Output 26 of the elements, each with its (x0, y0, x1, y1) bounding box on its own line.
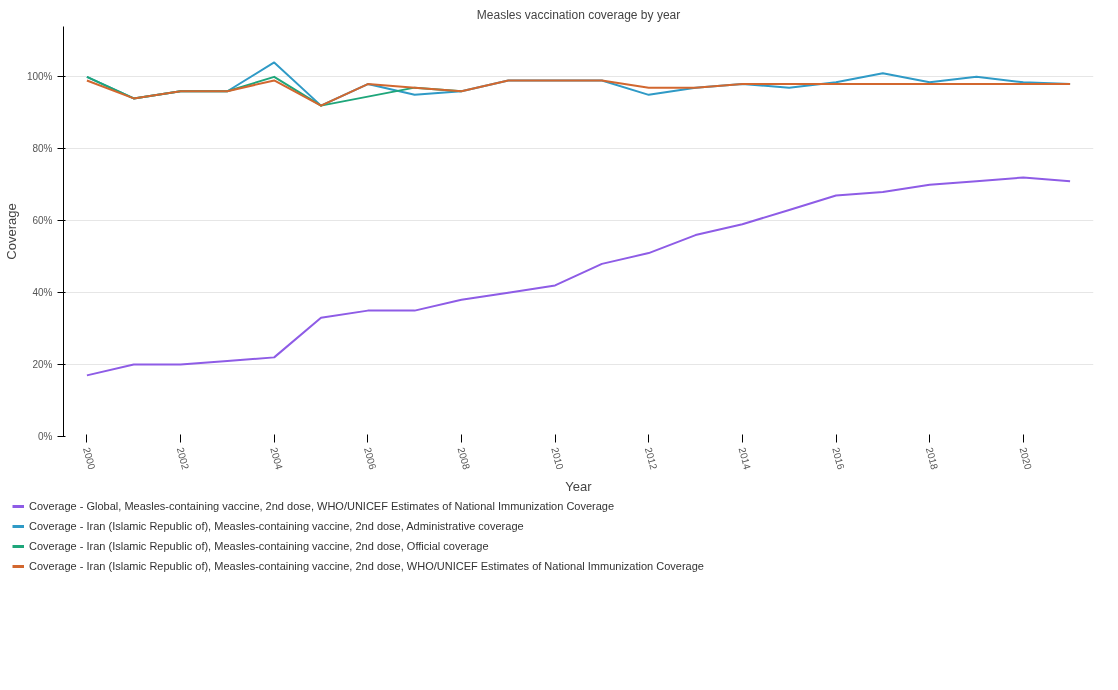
x-tick-label: 2008 (455, 446, 473, 471)
x-tick-label: 2010 (549, 446, 566, 471)
y-axis-title: Coverage (3, 203, 19, 260)
legend-label: Coverage - Global, Measles-containing vaccine, 2nd dose, WHO/UNICEF Estimates of National Immunization Coverage (29, 499, 615, 513)
y-tick-label: 80% (32, 143, 53, 155)
y-tick-label: 100% (26, 71, 53, 83)
y-tick-label: 60% (32, 215, 53, 227)
x-tick-label: 2002 (174, 446, 192, 471)
x-tick-label: 2016 (830, 446, 847, 471)
x-tick-label: 2012 (642, 446, 660, 471)
x-tick-label: 2020 (1017, 446, 1034, 471)
legend-label: Coverage - Iran (Islamic Republic of), Measles-containing vaccine, 2nd dose, WHO/UNICEF Estimates of National Immunization Coverage (29, 559, 704, 573)
y-tick-label: 0% (38, 431, 53, 442)
line-series (85, 176, 1072, 377)
x-tick-label: 2000 (81, 446, 98, 471)
legend-label: Coverage - Iran (Islamic Republic of), Measles-containing vaccine, 2nd dose, Official coverage (29, 539, 489, 553)
x-tick-label: 2004 (268, 446, 285, 471)
x-axis-title: Year (565, 479, 593, 495)
x-tick-label: 2006 (362, 446, 379, 471)
y-tick-label: 40% (32, 287, 53, 299)
chart-title: Measles vaccination coverage by year (476, 7, 681, 22)
y-tick-label: 20% (32, 359, 53, 371)
legend-label: Coverage - Iran (Islamic Republic of), Measles-containing vaccine, 2nd dose, Administrative coverage (29, 519, 524, 533)
line-series (85, 79, 1072, 107)
x-tick-label: 2018 (923, 446, 941, 471)
x-tick-label: 2014 (736, 446, 754, 471)
